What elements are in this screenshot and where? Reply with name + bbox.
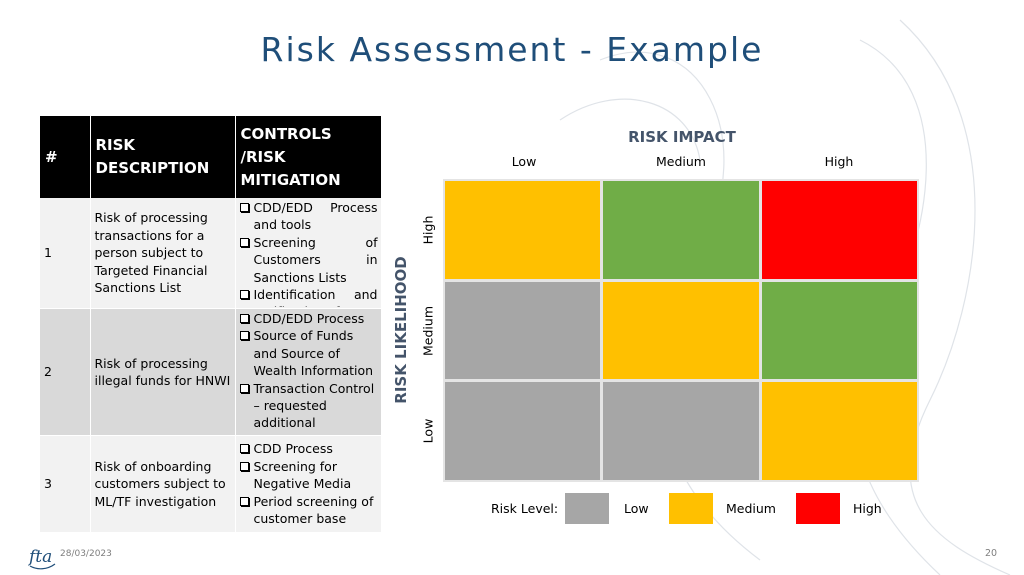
impact-label-low: Low [511,154,537,169]
legend-swatch-high [796,493,840,524]
control-item: CDD/EDD Process [239,310,378,327]
footer-date: 28/03/2023 [60,549,112,559]
legend-label-high: High [853,501,882,516]
legend-label-low: Low [624,501,649,516]
control-item: CDD/EDD Process and tools [239,199,378,234]
header-number: # [40,116,91,198]
page-number: 20 [985,548,998,559]
risk-description: Risk of processing illegal funds for HNW… [90,308,236,436]
likelihood-label-low: Low [420,418,436,444]
matrix-cell-likelihood-low-impact-high [761,382,917,480]
matrix-cell-likelihood-medium-impact-high [761,281,917,380]
impact-label-medium: Medium [656,154,706,169]
risk-table: # RISK DESCRIPTION CONTROLS /RISK MITIGA… [40,116,382,533]
header-controls: CONTROLS /RISK MITIGATION [235,116,382,198]
header-risk-description: RISK DESCRIPTION [90,116,236,198]
table-header-row: # RISK DESCRIPTION CONTROLS /RISK MITIGA… [40,116,382,198]
likelihood-label-medium: Medium [420,306,436,356]
matrix-cell-likelihood-high-impact-medium [603,181,759,279]
impact-label-high: High [824,154,854,169]
risk-likelihood-title: RISK LIKELIHOOD [392,256,410,404]
table-row: 1 Risk of processing transactions for a … [40,198,382,309]
risk-impact-title: RISK IMPACT [628,128,736,146]
table-row: 2 Risk of processing illegal funds for H… [40,308,382,436]
matrix-cell-likelihood-low-impact-low [445,382,601,480]
control-item: Screening for Negative Media [239,458,378,493]
control-item: CDD Process [239,440,378,457]
legend-title: Risk Level: [491,501,559,516]
legend-swatch-medium [669,493,713,524]
matrix-cell-likelihood-medium-impact-low [445,281,601,380]
control-item: Screening of Customers in Sanctions List… [239,234,378,286]
legend-swatch-low [565,493,609,524]
controls-cell: CDD/EDD Process Source of Funds and Sour… [235,308,382,436]
risk-description: Risk of processing transactions for a pe… [90,198,236,309]
row-number: 2 [40,308,91,436]
row-number: 1 [40,198,91,309]
row-number: 3 [40,435,91,533]
risk-matrix-grid [443,179,919,482]
control-item: Period screening of customer base [239,493,378,528]
matrix-cell-likelihood-high-impact-low [445,181,601,279]
control-item: Identification and verification of UBO [239,286,378,307]
control-item: Transaction Control – requested addition… [239,380,378,434]
matrix-cell-likelihood-low-impact-medium [603,382,759,480]
legend-label-medium: Medium [726,501,776,516]
control-item: Source of Funds and Source of Wealth Inf… [239,327,378,379]
matrix-cell-likelihood-high-impact-high [761,181,917,279]
fta-logo: fta [27,547,56,570]
slide-title: Risk Assessment - Example [260,30,764,69]
risk-description: Risk of onboarding customers subject to … [90,435,236,533]
matrix-cell-likelihood-medium-impact-medium [603,281,759,380]
svg-text:fta: fta [27,547,52,567]
likelihood-label-high: High [420,215,436,245]
table-row: 3 Risk of onboarding customers subject t… [40,435,382,533]
controls-cell: CDD Process Screening for Negative Media… [235,435,382,533]
controls-cell: CDD/EDD Process and tools Screening of C… [235,198,382,309]
